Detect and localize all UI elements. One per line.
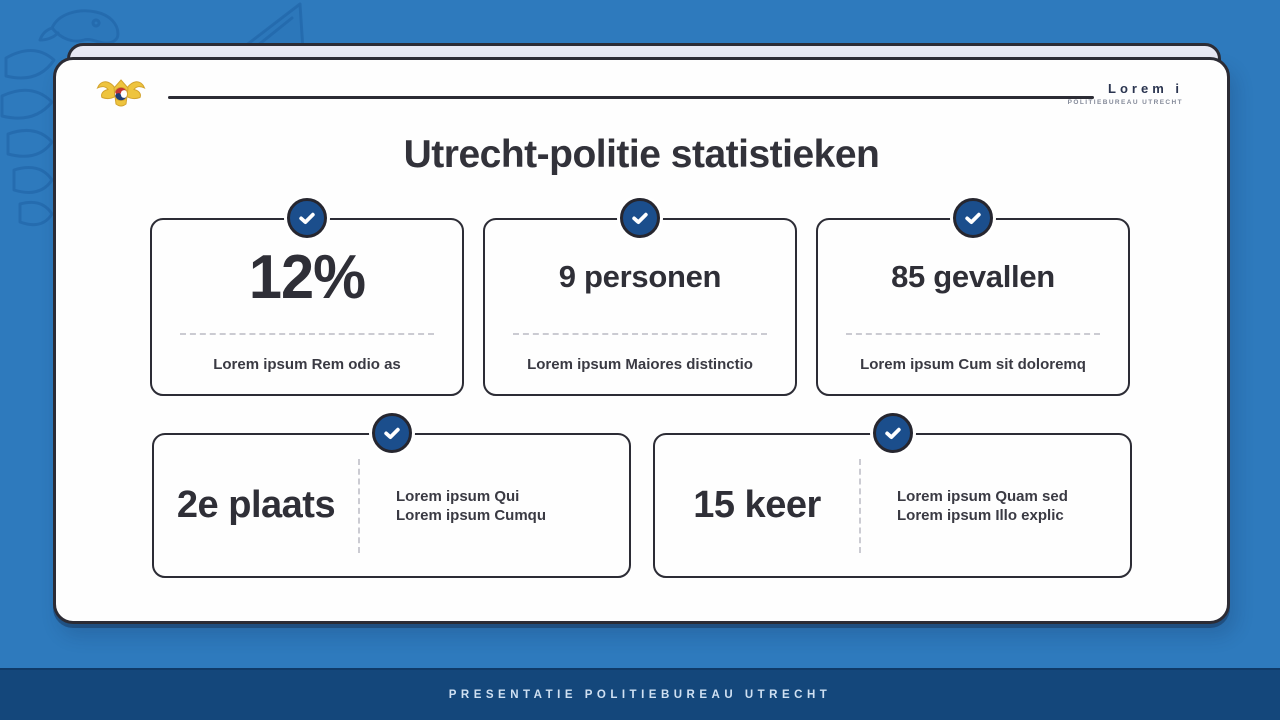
check-icon — [383, 427, 400, 440]
stat-card-85-gevallen: 85 gevallen Lorem ipsum Cum sit doloremq — [816, 198, 1130, 396]
wide-card-row: 2e plaats Lorem ipsum Qui Lorem ipsum Cu… — [152, 413, 1132, 578]
check-icon — [632, 212, 648, 225]
dashed-divider-vertical — [358, 458, 360, 553]
caption-line: Lorem ipsum Quam sed — [897, 487, 1068, 505]
caption-line: Lorem ipsum Illo explic — [897, 506, 1064, 524]
check-icon — [299, 212, 315, 225]
dashed-divider — [179, 333, 435, 335]
stat-value: 85 gevallen — [891, 259, 1055, 294]
slide-card: Lorem i POLITIEBUREAU UTRECHT Utrecht-po… — [53, 57, 1230, 624]
stat-card-9-personen: 9 personen Lorem ipsum Maiores distincti… — [483, 198, 797, 396]
check-badge — [620, 198, 660, 238]
check-icon — [884, 427, 901, 440]
dashed-divider — [845, 333, 1101, 335]
stat-caption: Lorem ipsum Cum sit doloremq — [860, 355, 1086, 373]
stat-value: 2e plaats — [176, 484, 336, 526]
caption-line: Lorem ipsum Qui — [396, 487, 520, 505]
stat-value: 12% — [248, 242, 366, 312]
header-divider — [168, 96, 1094, 99]
wide-card-2e-plaats: 2e plaats Lorem ipsum Qui Lorem ipsum Cu… — [152, 413, 631, 578]
stat-value: 9 personen — [558, 259, 722, 294]
brand-title: Lorem i — [1108, 81, 1183, 96]
slide-title: Utrecht-politie statistieken — [403, 133, 880, 176]
caption-line: Lorem ipsum Cumqu — [396, 506, 547, 524]
check-badge — [371, 413, 412, 453]
stat-caption: Lorem ipsum Maiores distinctio — [527, 355, 753, 373]
stat-caption-lines: Lorem ipsum Qui Lorem ipsum Cumqu — [360, 487, 629, 525]
stat-caption-lines: Lorem ipsum Quam sed Lorem ipsum Illo ex… — [861, 487, 1130, 525]
check-badge — [953, 198, 993, 238]
stat-card-row: 12% Lorem ipsum Rem odio as 9 personen L… — [150, 198, 1130, 396]
footer-text: PRESENTATIE POLITIEBUREAU UTRECHT — [448, 689, 832, 701]
stat-value: 15 keer — [693, 484, 821, 526]
police-wings-logo — [96, 79, 146, 107]
brand-subtitle: POLITIEBUREAU UTRECHT — [1067, 99, 1183, 106]
dashed-divider — [512, 333, 768, 335]
check-icon — [965, 212, 981, 225]
wide-card-15-keer: 15 keer Lorem ipsum Quam sed Lorem ipsum… — [653, 413, 1132, 578]
brand-block: Lorem i POLITIEBUREAU UTRECHT — [1068, 81, 1183, 106]
check-badge — [872, 413, 913, 453]
check-badge — [287, 198, 327, 238]
stat-caption: Lorem ipsum Rem odio as — [213, 355, 401, 373]
footer-bar: PRESENTATIE POLITIEBUREAU UTRECHT — [0, 668, 1280, 720]
dashed-divider-vertical — [859, 458, 861, 553]
stat-card-12-percent: 12% Lorem ipsum Rem odio as — [150, 198, 464, 396]
